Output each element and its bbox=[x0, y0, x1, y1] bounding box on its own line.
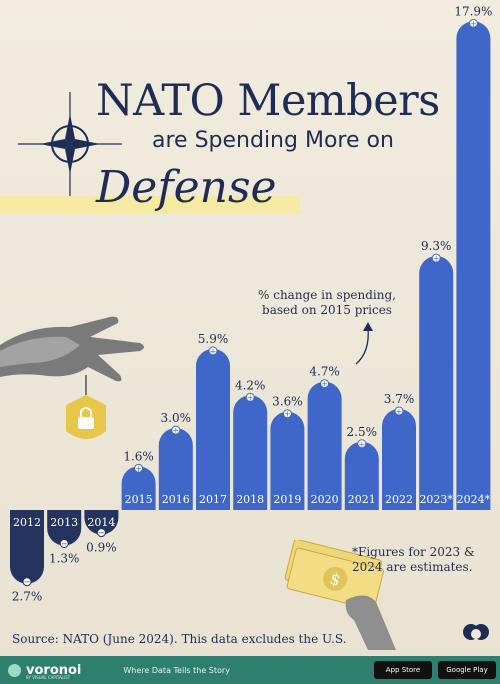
bar-end-symbol: + bbox=[172, 426, 179, 435]
voronoi-logo-icon bbox=[8, 664, 21, 677]
category-label: 2024* bbox=[457, 493, 491, 506]
bar-2022 bbox=[382, 408, 416, 510]
value-label: 4.2% bbox=[235, 378, 266, 392]
bar-end-marker bbox=[22, 577, 32, 587]
bar-2016 bbox=[158, 428, 193, 510]
hand-with-money-illustration: $ bbox=[284, 540, 396, 650]
bar-2020 bbox=[307, 381, 342, 510]
bar-2015 bbox=[121, 466, 156, 510]
bar-2012 bbox=[10, 510, 44, 584]
bar-end-symbol: − bbox=[24, 578, 31, 587]
value-label: 5.9% bbox=[198, 332, 229, 346]
bar-end-marker bbox=[357, 439, 367, 449]
title-highlight bbox=[0, 196, 300, 214]
bar-end-symbol: + bbox=[135, 464, 142, 473]
title-line-2: are Spending More on bbox=[152, 128, 394, 153]
bar-end-marker bbox=[282, 409, 292, 419]
bar-end-symbol: + bbox=[358, 440, 365, 449]
bar-end-symbol: + bbox=[210, 347, 217, 356]
bar-end-marker bbox=[96, 528, 106, 538]
voronoi-brand: voronoi bbox=[26, 662, 82, 678]
value-label: 1.3% bbox=[49, 551, 80, 565]
category-label: 2019 bbox=[273, 493, 301, 506]
value-label: 17.9% bbox=[454, 4, 492, 18]
footer-bar: voronoi BY VISUAL CAPITALIST Where Data … bbox=[0, 656, 500, 684]
compass-icon bbox=[18, 92, 122, 196]
bar-end-marker bbox=[134, 463, 144, 473]
bar-end-symbol: + bbox=[433, 254, 440, 263]
bar-2013 bbox=[47, 510, 82, 546]
value-label: 0.9% bbox=[86, 541, 117, 555]
value-label: 3.6% bbox=[272, 395, 303, 409]
category-label: 2021 bbox=[348, 493, 376, 506]
source-note: Source: NATO (June 2024). This data excl… bbox=[12, 632, 347, 646]
bar-2014 bbox=[84, 510, 119, 535]
bar-end-symbol: + bbox=[321, 380, 328, 389]
value-label: 2.5% bbox=[347, 425, 378, 439]
bar-2021 bbox=[344, 441, 379, 510]
bar-end-symbol: − bbox=[61, 539, 68, 548]
visual-capitalist-logo-icon bbox=[463, 624, 489, 640]
bar-end-marker bbox=[394, 406, 404, 416]
value-label: 4.7% bbox=[309, 365, 340, 379]
bar-end-marker bbox=[208, 346, 218, 356]
chart-annotation: % change in spending, based on 2015 pric… bbox=[258, 288, 396, 317]
category-label: 2013 bbox=[50, 516, 78, 529]
bar-end-symbol: + bbox=[396, 407, 403, 416]
bar-2019 bbox=[270, 411, 305, 510]
voronoi-brand-sub: BY VISUAL CAPITALIST bbox=[26, 675, 71, 680]
bar-end-symbol: + bbox=[470, 19, 477, 28]
value-label: 3.0% bbox=[161, 411, 192, 425]
bar-end-symbol: + bbox=[247, 393, 254, 402]
category-label: 2015 bbox=[125, 493, 153, 506]
category-label: 2017 bbox=[199, 493, 227, 506]
bar-end-symbol: + bbox=[284, 410, 291, 419]
bar-2018 bbox=[233, 395, 268, 510]
category-label: 2022 bbox=[385, 493, 413, 506]
app-store-button[interactable]: App Store bbox=[374, 661, 432, 679]
footer-tagline: Where Data Tells the Story bbox=[123, 665, 230, 675]
bar-2023 bbox=[419, 256, 454, 510]
category-label: 2023* bbox=[419, 493, 453, 506]
bar-end-marker bbox=[171, 425, 181, 435]
category-label: 2020 bbox=[311, 493, 339, 506]
category-label: 2018 bbox=[236, 493, 264, 506]
bar-end-symbol: − bbox=[98, 529, 105, 538]
bar-end-marker bbox=[245, 392, 255, 402]
svg-text:$: $ bbox=[328, 569, 342, 590]
category-label: 2014 bbox=[87, 516, 115, 529]
annotation-arrow-icon bbox=[355, 322, 373, 365]
value-label: 2.7% bbox=[12, 590, 43, 604]
title-line-3: Defense bbox=[96, 162, 277, 213]
category-label: 2016 bbox=[162, 493, 190, 506]
bar-end-marker bbox=[431, 253, 441, 263]
value-label: 9.3% bbox=[421, 239, 452, 253]
bar-end-marker bbox=[468, 18, 478, 28]
title-line-1: NATO Members bbox=[96, 76, 440, 126]
category-label: 2012 bbox=[13, 516, 41, 529]
bar-end-marker bbox=[59, 538, 69, 548]
bar-2017 bbox=[196, 348, 230, 510]
footnote: *Figures for 2023 & 2024 are estimates. bbox=[352, 545, 475, 574]
bar-2024 bbox=[456, 21, 491, 511]
hand-with-lock-illustration bbox=[0, 316, 144, 439]
google-play-button[interactable]: Google Play bbox=[438, 661, 496, 679]
bar-end-marker bbox=[320, 379, 330, 389]
value-label: 3.7% bbox=[384, 392, 415, 406]
value-label: 1.6% bbox=[123, 449, 154, 463]
